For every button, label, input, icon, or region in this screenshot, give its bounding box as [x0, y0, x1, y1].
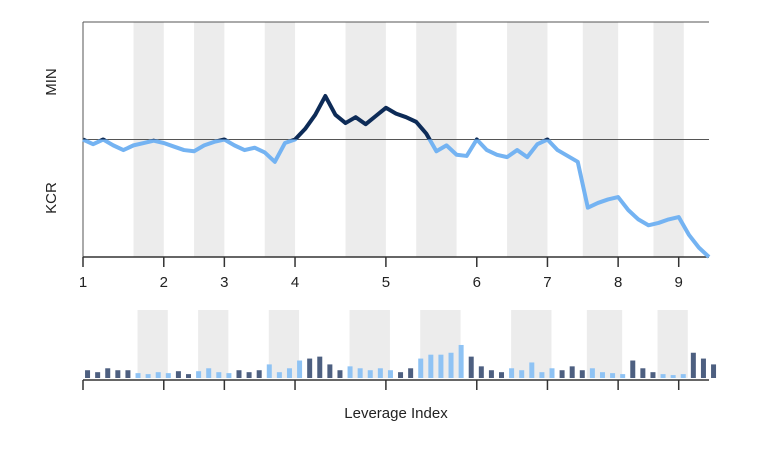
bar [125, 370, 131, 378]
bar [307, 358, 313, 378]
y-label-top: MIN [43, 68, 60, 96]
bar [145, 374, 151, 378]
bar [297, 360, 303, 378]
bar [610, 373, 616, 378]
bar [549, 368, 555, 378]
x-tick-label: 1 [79, 274, 87, 291]
bar [519, 370, 525, 378]
bar [105, 368, 111, 378]
bar [620, 374, 626, 378]
bar [640, 368, 646, 378]
bar [175, 371, 181, 378]
bar [478, 366, 484, 378]
bar [155, 372, 161, 378]
x-axis-label: Leverage Index [344, 405, 448, 422]
x-tick-label: 2 [160, 274, 168, 291]
bar [337, 370, 343, 378]
bar [499, 372, 505, 378]
bar [529, 362, 535, 378]
bar [135, 373, 141, 378]
bar [347, 366, 353, 378]
bar [680, 374, 686, 378]
bar [468, 356, 474, 378]
x-tick-label: 9 [675, 274, 683, 291]
bar [377, 368, 383, 378]
bar [408, 368, 414, 378]
y-label-bottom: KCR [43, 182, 60, 214]
line-below [82, 139, 711, 259]
bar [488, 370, 494, 378]
bar [398, 372, 404, 378]
bar [670, 375, 676, 378]
bar [186, 374, 192, 378]
bar [650, 372, 656, 378]
bar [317, 356, 323, 378]
bar [539, 372, 545, 378]
bar [357, 368, 363, 378]
bar [286, 368, 292, 378]
x-tick-label: 3 [220, 274, 228, 291]
bar [196, 371, 202, 378]
band [198, 310, 229, 378]
bar [711, 364, 717, 378]
bar [448, 352, 454, 378]
bar [418, 358, 424, 378]
bar [95, 372, 101, 378]
band [586, 310, 623, 378]
bar [85, 370, 91, 378]
bar [216, 372, 222, 378]
bar [660, 374, 666, 378]
bar [236, 370, 242, 378]
bar [115, 370, 121, 378]
bar [206, 368, 212, 378]
x-tick-label: 4 [291, 274, 299, 291]
band [349, 310, 390, 378]
bar [690, 352, 696, 378]
bar [165, 373, 171, 378]
bar [599, 372, 605, 378]
bar [226, 373, 232, 378]
line-above [83, 94, 551, 140]
x-tick-label: 8 [614, 274, 622, 291]
bar [367, 370, 373, 378]
bar [509, 368, 515, 378]
bar [630, 360, 636, 378]
band [268, 310, 300, 378]
bar [700, 358, 706, 378]
bar [559, 370, 565, 378]
bar [246, 372, 252, 378]
bar [569, 366, 575, 378]
bar [327, 364, 333, 378]
band [657, 310, 688, 378]
bar [387, 370, 393, 378]
bar [589, 368, 595, 378]
bar [428, 354, 434, 378]
bar [579, 370, 585, 378]
x-tick-label: 5 [382, 274, 390, 291]
bar [256, 370, 262, 378]
bar [276, 372, 282, 378]
x-tick-label: 7 [543, 274, 551, 291]
bar [438, 354, 444, 378]
x-tick-label: 6 [473, 274, 481, 291]
bar [266, 364, 272, 378]
bar [458, 344, 464, 378]
band [137, 310, 168, 378]
